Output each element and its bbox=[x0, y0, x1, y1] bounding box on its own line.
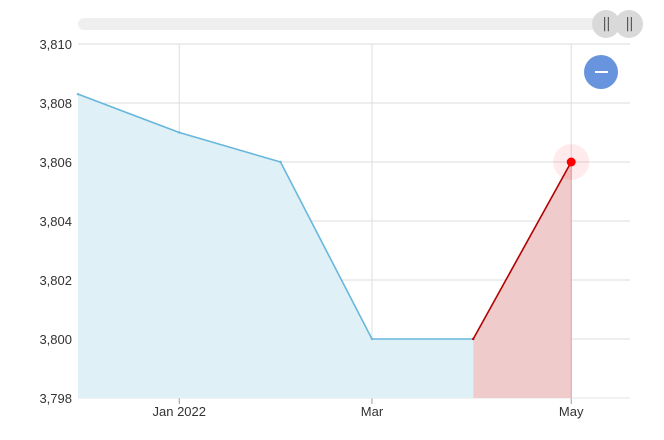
y-tick-label: 3,806 bbox=[39, 155, 72, 170]
series-1-line bbox=[472, 161, 572, 340]
series-1-area bbox=[473, 162, 572, 398]
series-0-point bbox=[178, 131, 181, 134]
series-1-point bbox=[472, 337, 475, 341]
vertical-bars-icon: || bbox=[625, 16, 634, 32]
y-tick-label: 3,800 bbox=[39, 332, 72, 347]
x-tick-label: May bbox=[559, 404, 584, 419]
y-tick-label: 3,802 bbox=[39, 273, 72, 288]
series-0-point bbox=[279, 160, 282, 164]
series-0-point bbox=[370, 337, 374, 341]
y-tick-label: 3,808 bbox=[39, 96, 72, 111]
minus-icon bbox=[594, 71, 608, 73]
zoom-out-button[interactable] bbox=[584, 55, 618, 89]
y-tick-label: 3,798 bbox=[39, 391, 72, 406]
y-tick-label: 3,804 bbox=[39, 214, 72, 229]
vertical-bars-icon: || bbox=[602, 16, 611, 32]
series-0-point bbox=[76, 92, 80, 96]
series-0-area bbox=[78, 94, 474, 399]
x-tick-label: Mar bbox=[361, 404, 384, 419]
highlight-point bbox=[566, 157, 576, 167]
scrollbar-track[interactable] bbox=[78, 18, 630, 30]
y-tick-label: 3,810 bbox=[39, 37, 72, 52]
x-tick-label: Jan 2022 bbox=[153, 404, 207, 419]
scrollbar-grip-end[interactable]: || bbox=[615, 10, 643, 38]
